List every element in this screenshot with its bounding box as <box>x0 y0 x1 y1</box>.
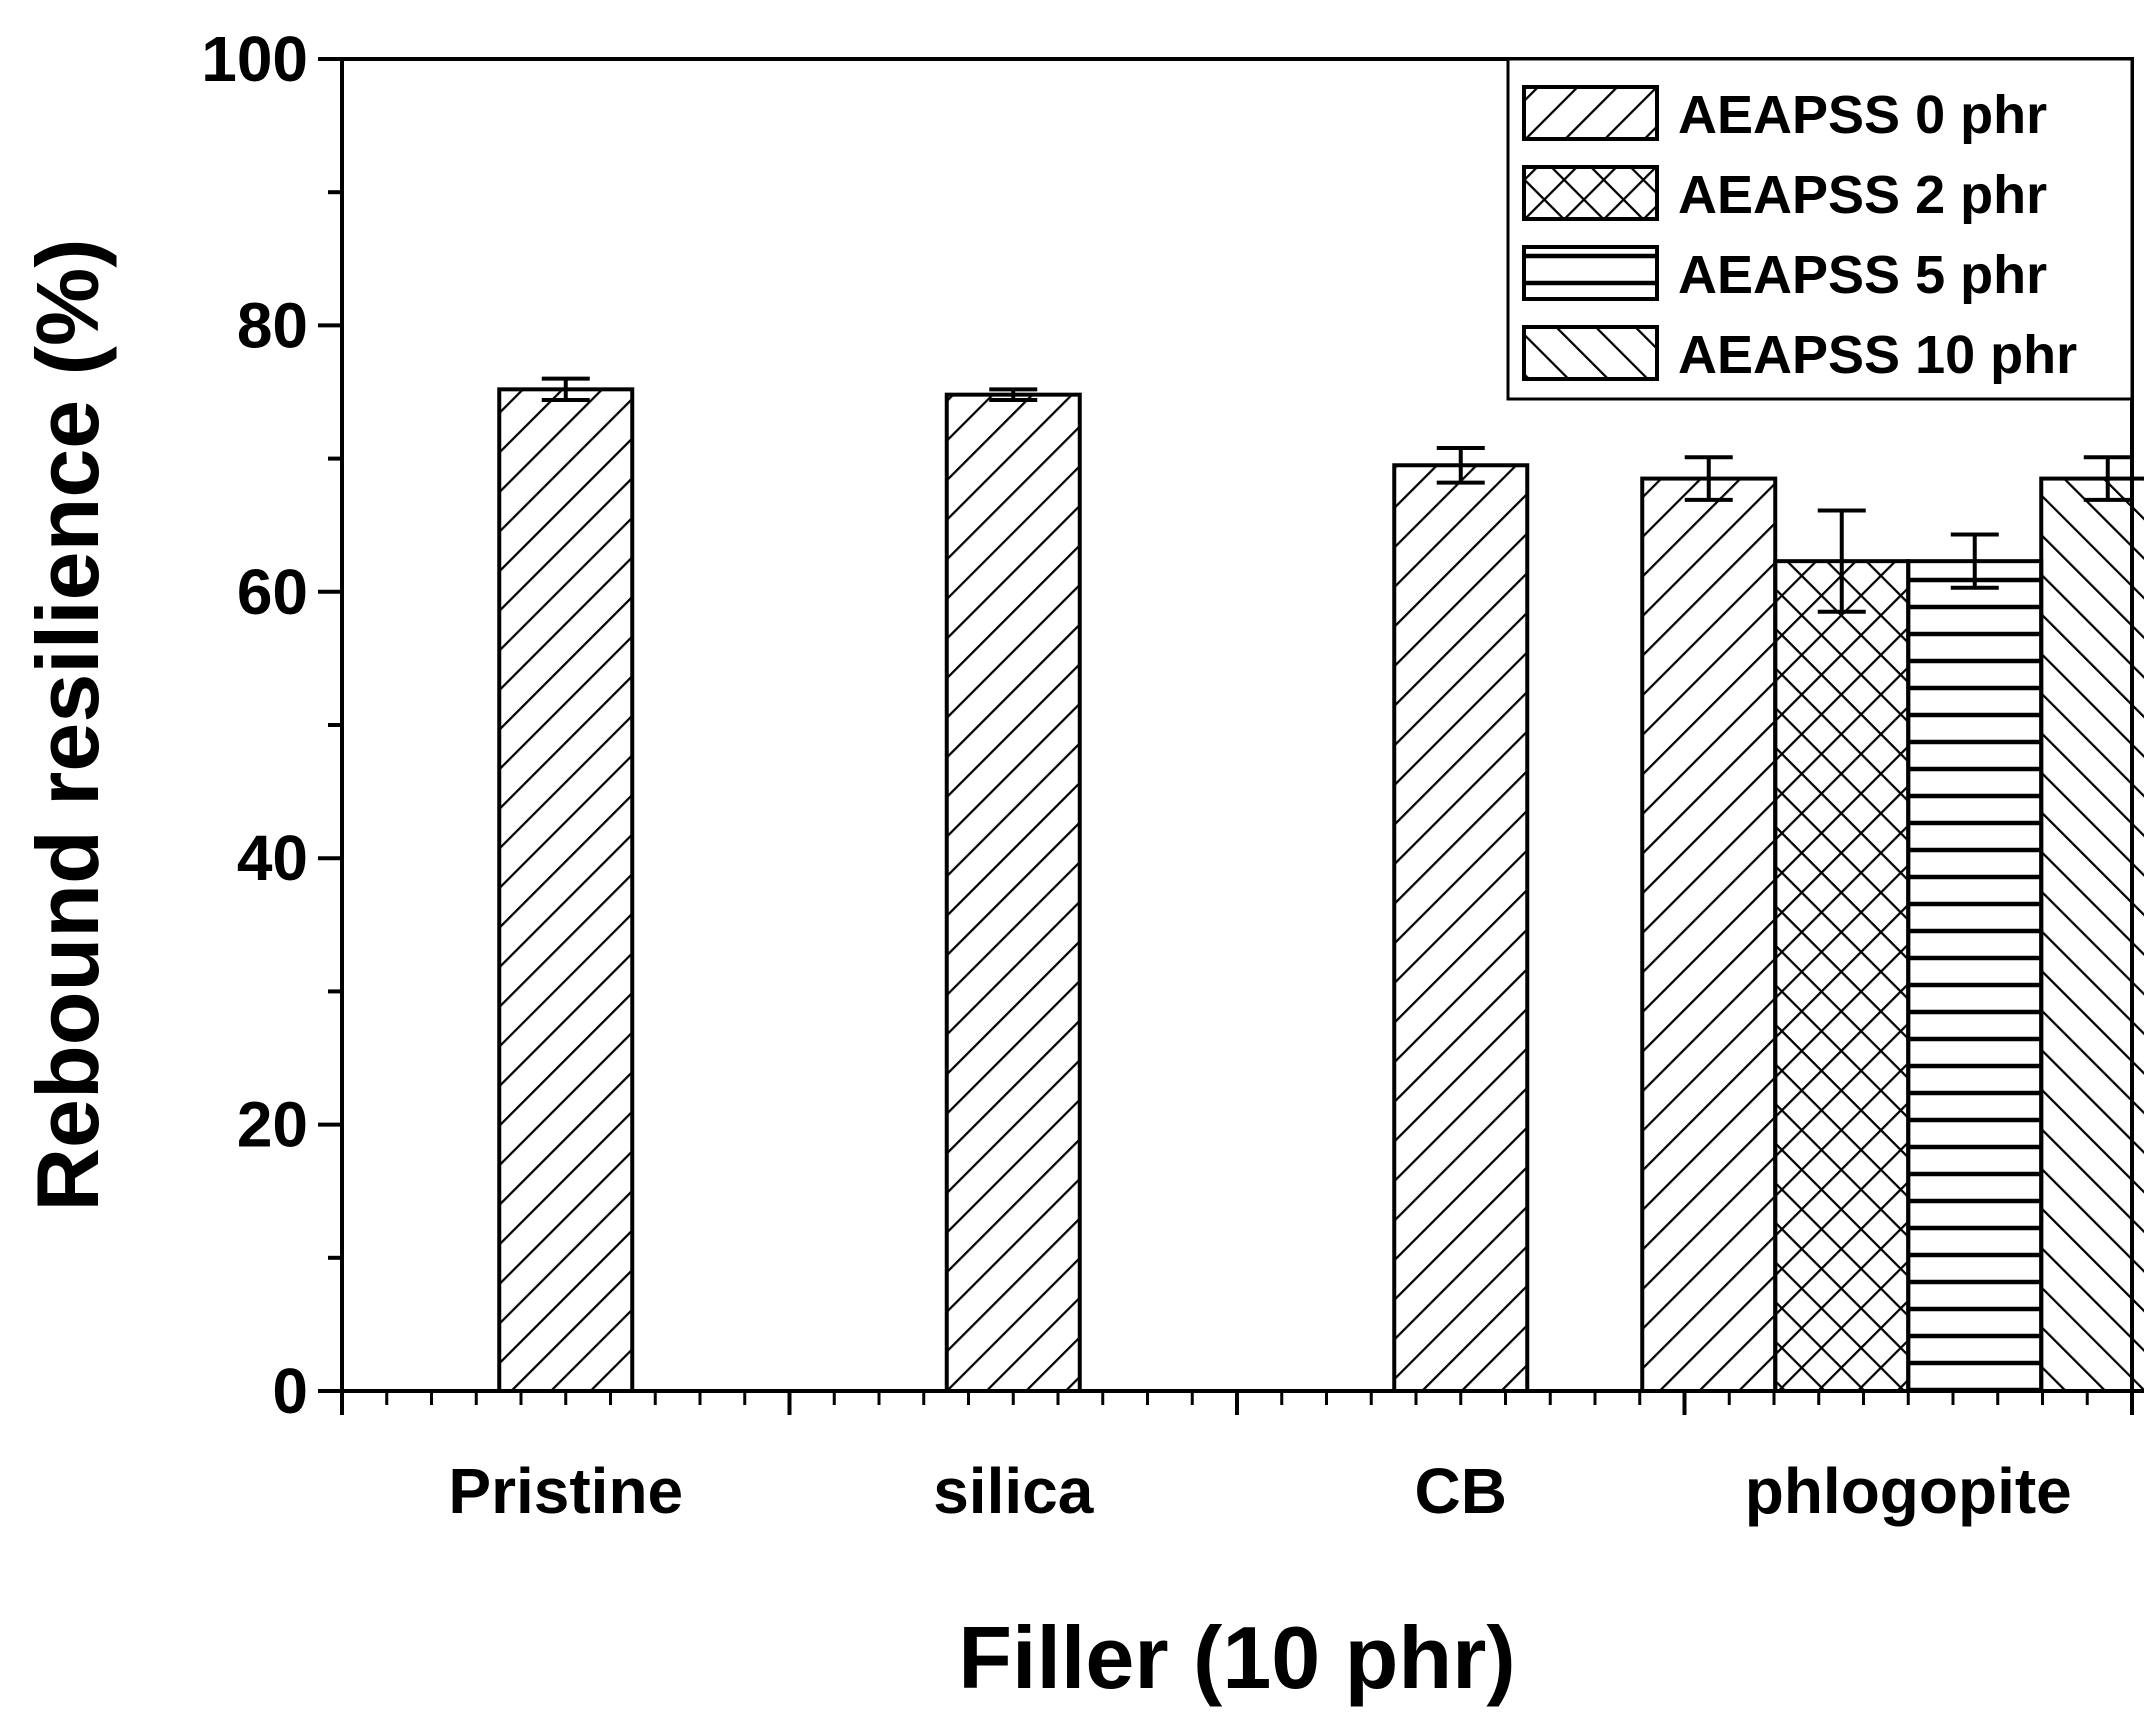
x-tick-label-phlogopite: phlogopite <box>1745 1455 2072 1527</box>
legend-label: AEAPSS 10 phr <box>1678 325 2077 385</box>
x-tick-label-silica: silica <box>933 1455 1094 1527</box>
x-tick-label-pristine: Pristine <box>448 1455 683 1527</box>
legend-label: AEAPSS 5 phr <box>1678 245 2047 305</box>
legend-swatch-diagonal-forward <box>1522 85 1659 141</box>
x-axis-title: Filler (10 phr) <box>958 1608 1515 1707</box>
legend-label: AEAPSS 0 phr <box>1678 85 2047 145</box>
x-axis: Pristine silica CB phlogopite <box>340 1391 2134 1527</box>
bar-phlogopite-aeapss-10-phr <box>2039 476 2144 1393</box>
y-axis: 0 20 40 60 80 100 <box>201 23 342 1427</box>
bar-phlogopite-aeapss-2-phr <box>1773 559 1911 1393</box>
legend-label: AEAPSS 2 phr <box>1678 165 2047 225</box>
bar-phlogopite-aeapss-0-phr <box>1640 476 1778 1393</box>
y-tick-label: 40 <box>237 822 308 894</box>
bar-phlogopite-aeapss-5-phr <box>1906 559 2044 1393</box>
legend-swatch-diagonal-backward <box>1522 325 1659 381</box>
y-tick-label: 0 <box>272 1355 308 1427</box>
y-tick-label: 60 <box>237 556 308 628</box>
legend: AEAPSS 0 phr AEAPSS 2 phr AEAPSS 5 phr AEAP… <box>1506 57 2134 401</box>
bars-group <box>497 387 2144 1393</box>
bar-silica-aeapss-0-phr <box>944 392 1082 1393</box>
legend-swatch-crosshatch <box>1522 165 1659 221</box>
y-tick-label: 100 <box>201 23 308 95</box>
x-tick-label-cb: CB <box>1415 1455 1507 1527</box>
y-tick-label: 20 <box>237 1089 308 1161</box>
y-tick-label: 80 <box>237 289 308 361</box>
error-bars-group <box>541 376 2132 614</box>
legend-swatch-horizontal <box>1522 245 1659 301</box>
y-axis-title: Rebound resilience (%) <box>18 238 117 1211</box>
bar-cb-aeapss-0-phr <box>1392 463 1530 1393</box>
bar-pristine-aeapss-0-phr <box>497 387 635 1393</box>
